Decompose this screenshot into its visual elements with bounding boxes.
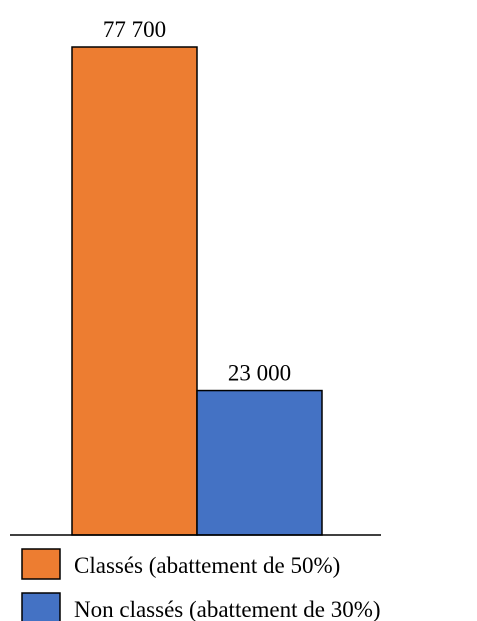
value-label-2: 23 000 bbox=[228, 361, 291, 386]
legend: Classés (abattement de 50%) Non classés (… bbox=[21, 548, 381, 621]
legend-label-1: Classés (abattement de 50%) bbox=[74, 553, 340, 578]
value-labels-layer: 77 700 23 000 bbox=[103, 17, 291, 386]
legend-swatch-1 bbox=[21, 548, 61, 580]
legend-swatch-2 bbox=[21, 592, 61, 621]
value-label-1: 77 700 bbox=[103, 17, 166, 42]
bars-layer bbox=[71, 46, 323, 536]
bar-2 bbox=[196, 389, 323, 536]
bar-1 bbox=[71, 46, 198, 536]
legend-label-2: Non classés (abattement de 30%) bbox=[74, 597, 381, 621]
